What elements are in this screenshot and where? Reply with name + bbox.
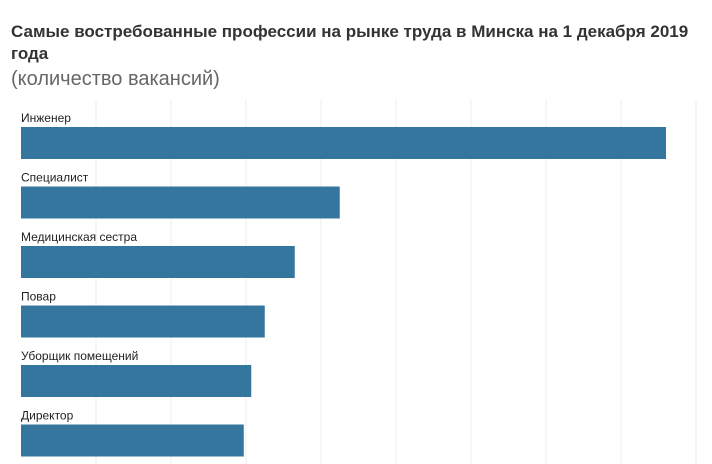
- category-label: Уборщик помещений: [21, 349, 138, 363]
- bar: [21, 424, 244, 457]
- chart-subtitle: (количество вакансий): [11, 68, 220, 90]
- bar: [21, 127, 666, 159]
- bar: [21, 305, 265, 338]
- bar: [21, 186, 340, 219]
- bar: [21, 246, 295, 278]
- category-label: Директор: [21, 409, 74, 423]
- category-label: Специалист: [21, 171, 89, 185]
- category-label: Повар: [21, 290, 56, 304]
- category-label: Медицинская сестра: [21, 230, 137, 244]
- bar: [21, 365, 252, 397]
- chart-title: Самые востребованные профессии на рынке …: [11, 22, 689, 63]
- category-label: Инженер: [21, 111, 71, 125]
